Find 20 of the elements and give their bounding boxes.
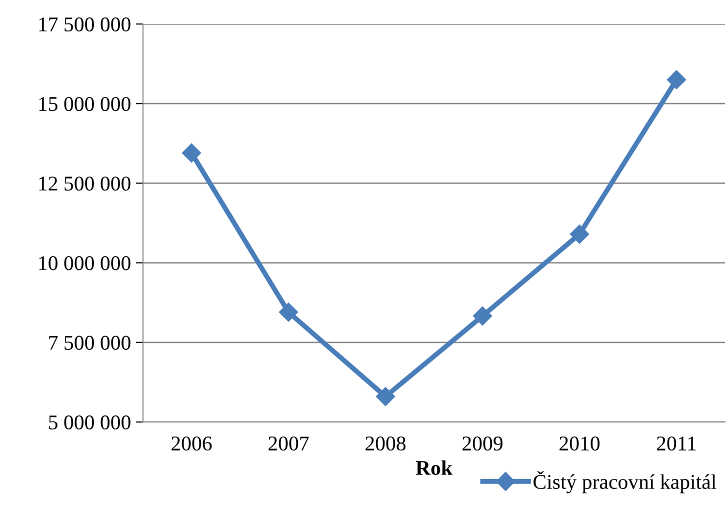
y-tick-label: 5 000 000 <box>49 415 130 430</box>
point <box>182 143 202 162</box>
y-tick-label: 12 500 000 <box>39 176 130 191</box>
x-tick-label: 2008 <box>366 436 406 451</box>
x-tick-label: 2007 <box>268 436 309 451</box>
point <box>666 70 686 90</box>
y-tick-label: 17 500 000 <box>39 17 130 32</box>
point <box>570 224 590 244</box>
y-tick-label: 10 000 000 <box>39 256 130 270</box>
point <box>472 306 492 326</box>
y-tick-label: 7 500 000 <box>49 336 130 350</box>
x-tick-label: 2006 <box>172 436 212 451</box>
x-tick-label: 2010 <box>560 436 600 451</box>
y-tick-label: 15 000 000 <box>39 96 130 112</box>
point <box>278 302 298 322</box>
x-tick-label: 2009 <box>462 436 502 451</box>
x-tick-label: 2011 <box>656 436 696 451</box>
x-axis-title: Rok <box>416 460 452 475</box>
legend-label: Čistý pracovní kapitál <box>534 470 716 494</box>
point <box>376 386 396 406</box>
